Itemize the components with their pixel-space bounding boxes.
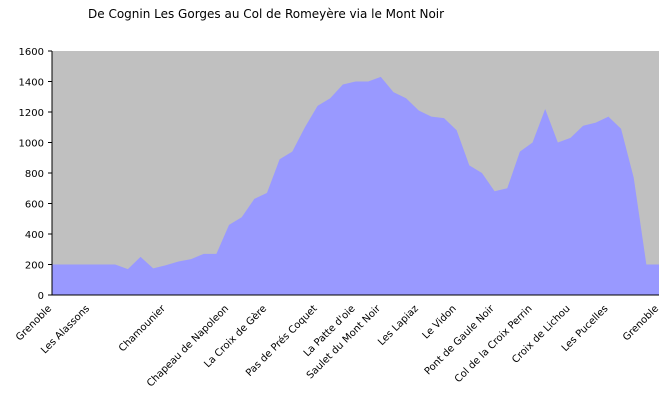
x-tick-label: Les Lapiaz [376,303,421,348]
chart-title: De Cognin Les Gorges au Col de Romeyère … [88,7,444,21]
area [52,76,659,295]
x-tick-label: Chamounier [117,303,169,355]
y-tick-label: 1000 [19,139,44,150]
x-tick-label: Grenoble [14,303,54,343]
y-tick-label: 600 [25,200,44,211]
y-tick-label: 1400 [19,78,44,89]
x-tick-label: Pont de Gaule Noir [423,303,498,378]
y-tick-label: 0 [38,291,44,302]
y-tick-label: 400 [25,230,44,241]
x-tick-label: Grenoble [621,303,661,343]
y-tick-label: 200 [25,261,44,272]
x-tick-label: Le Vidon [421,303,459,341]
y-tick-label: 1600 [19,47,44,58]
y-tick-label: 800 [25,169,44,180]
x-tick-label: Col de la Croix Perrin [453,303,535,385]
y-tick-label: 1200 [19,108,44,119]
